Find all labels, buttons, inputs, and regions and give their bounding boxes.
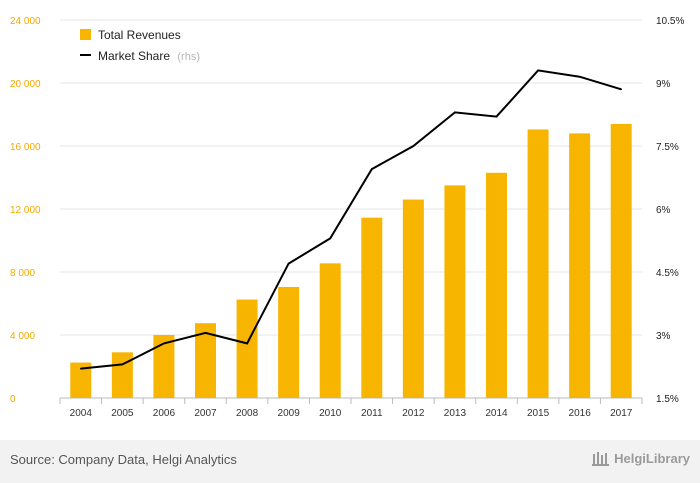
market-share-point (578, 75, 581, 78)
left-tick-label: 16 000 (10, 142, 41, 153)
x-axis-ticks: 2004 2005 2006 2007 2008 2009 2010 2011 2012 2013… (59, 398, 643, 419)
bar-total-revenues (569, 133, 591, 398)
x-tick-label: 2016 (569, 408, 592, 419)
right-tick-label: 7.5% (656, 142, 679, 153)
right-tick-label: 9% (656, 79, 671, 90)
x-tick-label: 2006 (153, 408, 176, 419)
x-tick-label: 2014 (485, 408, 508, 419)
bar-total-revenues (527, 129, 549, 398)
right-tick-label: 6% (656, 205, 671, 216)
left-tick-label: 20 000 (10, 79, 41, 90)
market-share-point (287, 262, 290, 265)
left-axis-ticks: 0 4 000 8 000 12 000 16 000 20 000 24 000 (10, 16, 41, 405)
bar-total-revenues (319, 263, 341, 398)
left-tick-label: 24 000 (10, 16, 41, 27)
x-tick-label: 2007 (194, 408, 217, 419)
left-tick-label: 12 000 (10, 205, 41, 216)
bar-total-revenues (402, 199, 424, 398)
bar-total-revenues (444, 185, 466, 398)
x-tick-label: 2009 (278, 408, 301, 419)
market-share-point (329, 237, 332, 240)
library-building-icon (592, 452, 610, 466)
x-tick-label: 2013 (444, 408, 467, 419)
x-tick-label: 2012 (402, 408, 425, 419)
x-tick-label: 2004 (70, 408, 93, 419)
bar-total-revenues (486, 172, 507, 398)
legend-label-market-share-text: Market Share (98, 49, 170, 63)
left-tick-label: 8 000 (10, 268, 35, 279)
grid-lines (60, 19, 642, 399)
x-tick-label: 2017 (610, 408, 633, 419)
market-share-point (495, 115, 498, 118)
legend-label-total-revenues: Total Revenues (98, 28, 181, 42)
x-tick-label: 2015 (527, 408, 550, 419)
legend-label-market-share: Market Share (rhs) (98, 49, 200, 63)
logo-text: HelgiLibrary (614, 450, 690, 466)
x-tick-label: 2008 (236, 408, 259, 419)
right-tick-label: 3% (656, 331, 671, 342)
chart: 0 4 000 8 000 12 000 16 000 20 000 24 000 1.5%… (10, 16, 684, 419)
x-tick-label: 2010 (319, 408, 342, 419)
market-share-point (537, 69, 539, 72)
x-tick-label: 2005 (111, 408, 134, 419)
market-share-point (454, 111, 456, 114)
source-text: Source: Company Data, Helgi Analytics (10, 452, 237, 467)
right-tick-label: 1.5% (656, 394, 679, 405)
bar-total-revenues (278, 286, 300, 398)
market-share-point (370, 168, 373, 170)
legend-note-rhs: (rhs) (177, 51, 200, 63)
market-share-point (163, 342, 165, 345)
bar-total-revenues (111, 352, 133, 398)
left-tick-label: 4 000 (10, 331, 35, 342)
bar-total-revenues (610, 123, 632, 398)
market-share-line (80, 69, 622, 370)
bars (70, 123, 632, 398)
legend-swatch-total-revenues (80, 29, 91, 40)
right-tick-label: 10.5% (656, 16, 684, 27)
bar-total-revenues (361, 217, 383, 398)
x-tick-label: 2011 (361, 408, 383, 419)
market-share-point (412, 145, 415, 147)
market-share-point (121, 363, 124, 366)
market-share-point (246, 342, 248, 345)
market-share-line-group (79, 69, 623, 370)
bar-total-revenues (236, 299, 258, 398)
footer: Source: Company Data, Helgi Analytics He… (0, 440, 700, 483)
helgi-library-logo: HelgiLibrary (592, 450, 690, 466)
right-axis-ticks: 1.5% 3% 4.5% 6% 7.5% 9% 10.5% (656, 16, 684, 405)
left-tick-label: 0 (10, 394, 16, 405)
legend: Total Revenues Market Share (rhs) (80, 28, 200, 63)
market-share-point (79, 367, 82, 370)
bar-total-revenues (153, 335, 175, 398)
market-share-point (204, 332, 207, 334)
bar-total-revenues (70, 362, 92, 398)
right-tick-label: 4.5% (656, 268, 679, 279)
market-share-point (620, 88, 623, 91)
bar-total-revenues (195, 323, 216, 398)
